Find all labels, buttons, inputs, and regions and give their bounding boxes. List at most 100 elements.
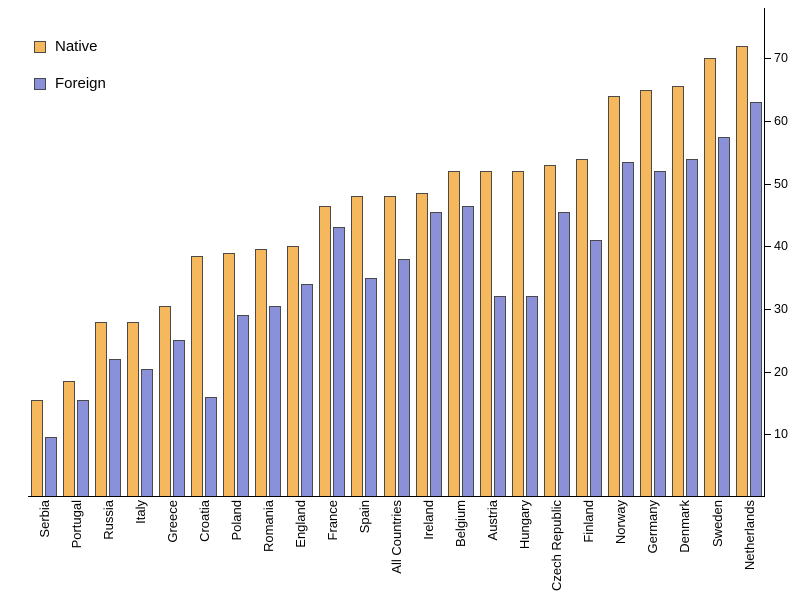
x-label-poland: Poland (228, 500, 244, 541)
bar-group-all-countries (381, 8, 413, 497)
y-tick-label-30: 30 (774, 301, 788, 316)
bar-native-norway (607, 95, 620, 497)
bar-group-greece (156, 8, 188, 497)
x-axis-line (28, 496, 765, 497)
foreign-swatch-icon (34, 77, 46, 90)
x-label-ireland: Ireland (421, 500, 437, 540)
x-label-cell-russia: Russia (92, 500, 124, 610)
y-tick-label-60: 60 (774, 113, 788, 128)
bar-foreign-austria (493, 296, 506, 497)
x-axis-labels: Serbia Portugal Russia Italy Greece Croatia Po… (28, 500, 765, 610)
bar-group-italy (124, 8, 156, 497)
plot-area: 10 20 30 40 50 60 70 (28, 8, 788, 497)
x-label-france: France (324, 500, 340, 541)
x-label-cell-hungary: Hungary (509, 500, 541, 610)
x-label-denmark: Denmark (677, 500, 693, 553)
bar-foreign-norway (621, 161, 634, 497)
x-label-hungary: Hungary (517, 500, 533, 550)
x-label-serbia: Serbia (36, 500, 52, 538)
x-label-cell-belgium: Belgium (445, 500, 477, 610)
x-label-cell-ireland: Ireland (413, 500, 445, 610)
bar-group-poland (220, 8, 252, 497)
bar-native-france (319, 205, 332, 497)
bar-group-norway (605, 8, 637, 497)
bar-foreign-all-countries (397, 258, 410, 497)
bar-native-all-countries (383, 196, 396, 497)
bar-native-portugal (63, 381, 76, 497)
y-tick-20 (765, 371, 771, 373)
bar-foreign-italy (141, 368, 154, 497)
bar-group-germany (637, 8, 669, 497)
bar-group-ireland (413, 8, 445, 497)
x-label-austria: Austria (485, 500, 501, 541)
x-label-cell-sweden: Sweden (701, 500, 733, 610)
legend-item-foreign: Foreign (34, 75, 106, 92)
x-label-italy: Italy (132, 500, 148, 524)
bar-native-poland (223, 252, 236, 497)
x-label-germany: Germany (645, 500, 661, 554)
bar-group-spain (348, 8, 380, 497)
bar-foreign-france (333, 227, 346, 497)
bar-native-czech-republic (543, 164, 556, 497)
bar-native-belgium (447, 171, 460, 497)
x-label-cell-norway: Norway (605, 500, 637, 610)
x-label-czech-republic: Czech Republic (549, 500, 565, 592)
bar-foreign-sweden (718, 136, 730, 497)
bar-foreign-germany (653, 171, 666, 497)
x-label-cell-spain: Spain (348, 500, 380, 610)
bar-native-england (287, 246, 300, 497)
bar-foreign-netherlands (750, 102, 763, 497)
legend-label-foreign: Foreign (55, 75, 106, 92)
native-swatch-icon (34, 40, 46, 53)
y-tick-label-40: 40 (774, 238, 788, 253)
x-label-cell-serbia: Serbia (28, 500, 60, 610)
y-tick-label-50: 50 (774, 176, 788, 191)
bar-native-netherlands (736, 45, 749, 497)
x-label-cell-england: England (284, 500, 316, 610)
bar-group-hungary (509, 8, 541, 497)
bar-foreign-finland (589, 240, 602, 497)
bar-foreign-hungary (525, 296, 538, 497)
bar-foreign-serbia (45, 437, 58, 497)
bar-group-sweden (701, 8, 733, 497)
bars-container (28, 8, 765, 497)
bar-foreign-poland (237, 315, 250, 497)
bar-foreign-greece (173, 340, 186, 497)
y-tick-40 (765, 246, 771, 248)
bar-group-croatia (188, 8, 220, 497)
x-label-cell-germany: Germany (637, 500, 669, 610)
x-label-cell-austria: Austria (477, 500, 509, 610)
x-label-romania: Romania (260, 500, 276, 553)
bar-group-netherlands (733, 8, 765, 497)
y-tick-30 (765, 308, 771, 310)
x-label-all-countries: All Countries (389, 500, 405, 574)
bar-foreign-croatia (205, 396, 218, 497)
bar-group-belgium (445, 8, 477, 497)
x-label-cell-poland: Poland (220, 500, 252, 610)
y-tick-label-10: 10 (774, 427, 788, 442)
bar-native-finland (575, 158, 588, 497)
x-label-cell-denmark: Denmark (669, 500, 701, 610)
bar-foreign-romania (269, 305, 282, 497)
y-tick-10 (765, 434, 771, 436)
y-axis-line (764, 8, 765, 497)
x-label-russia: Russia (100, 500, 116, 540)
bar-foreign-czech-republic (557, 211, 570, 497)
bar-native-serbia (31, 399, 44, 497)
bar-group-serbia (28, 8, 60, 497)
x-label-cell-finland: Finland (573, 500, 605, 610)
bar-group-romania (252, 8, 284, 497)
x-label-finland: Finland (581, 500, 597, 543)
x-label-cell-romania: Romania (252, 500, 284, 610)
legend-label-native: Native (55, 38, 98, 55)
x-label-cell-italy: Italy (124, 500, 156, 610)
x-label-cell-netherlands: Netherlands (733, 500, 765, 610)
x-label-greece: Greece (164, 500, 180, 543)
bar-native-austria (479, 171, 492, 497)
bar-native-sweden (704, 58, 716, 497)
bar-group-russia (92, 8, 124, 497)
bar-native-hungary (511, 171, 524, 497)
x-label-netherlands: Netherlands (741, 500, 757, 571)
x-label-sweden: Sweden (709, 500, 725, 547)
x-label-cell-croatia: Croatia (188, 500, 220, 610)
